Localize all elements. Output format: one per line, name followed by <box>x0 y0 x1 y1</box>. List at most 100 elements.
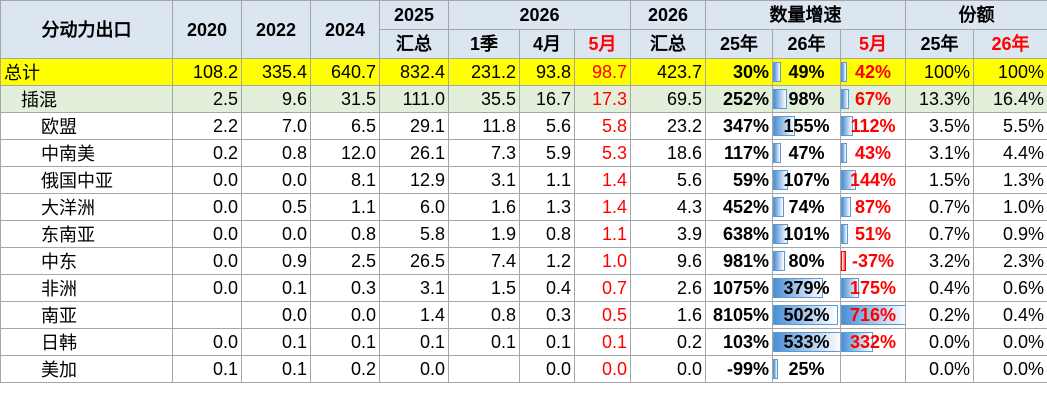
bar-cell: 379% <box>773 276 840 300</box>
bar-cell: 25% <box>773 357 840 381</box>
cell-text: 107% <box>783 170 830 190</box>
cell-text: 25% <box>788 359 825 379</box>
body: 总计 108.2 335.4 640.7 832.4 231.2 93.8 98.7 423.7… <box>0 58 1047 383</box>
cell: 31.5 <box>310 85 380 113</box>
cell: 1.6 <box>448 193 520 221</box>
cell: 8105% <box>705 301 774 329</box>
row-label: 总计 <box>0 58 173 86</box>
cell-text: 379% <box>783 278 830 298</box>
cell: 0.1 <box>241 355 311 383</box>
cell: 0.7% <box>905 193 975 221</box>
cell: 6.5 <box>310 112 380 140</box>
cell: 1.6 <box>630 301 707 329</box>
cell: 452% <box>705 193 774 221</box>
cell: 0.1 <box>172 355 242 383</box>
bar-cell: 51% <box>841 222 905 246</box>
cell-text: 49% <box>788 62 825 82</box>
cell: 155% <box>772 112 842 140</box>
cell: 100% <box>973 58 1047 86</box>
cell: 0.0 <box>241 166 311 194</box>
cell: 379% <box>772 274 842 302</box>
data-bar <box>773 278 823 298</box>
cell: 1.0% <box>973 193 1047 221</box>
row-label: 南亚 <box>0 301 173 329</box>
data-bar <box>773 332 840 352</box>
cell: 0.0 <box>630 355 707 383</box>
cell-text: -37% <box>852 251 895 271</box>
cell: 0.9% <box>973 220 1047 248</box>
cell: 100% <box>905 58 975 86</box>
cell: 0.8 <box>519 220 575 248</box>
bar-cell: -37% <box>841 249 905 273</box>
cell: 640.7 <box>310 58 380 86</box>
row: 南亚 0.0 0.0 1.4 0.8 0.3 0.5 1.6 8105% 502% 716% 0.2%… <box>0 301 1047 329</box>
sub: 1季 <box>448 29 520 59</box>
cell: 25% <box>772 355 842 383</box>
cell: 1075% <box>705 274 774 302</box>
cell: 0.0 <box>241 220 311 248</box>
cell: 2.2 <box>172 112 242 140</box>
cell: 2.6 <box>630 274 707 302</box>
cell: 9.6 <box>241 85 311 113</box>
data-bar <box>841 197 851 217</box>
row: 东南亚 0.0 0.0 0.8 5.8 1.9 0.8 1.1 3.9 638% 101% 51% 0.… <box>0 220 1047 248</box>
cell: 16.7 <box>519 85 575 113</box>
row-label: 俄国中亚 <box>0 166 173 194</box>
cell: 111.0 <box>379 85 449 113</box>
year: 2025 <box>379 0 449 30</box>
data-bar <box>773 116 795 136</box>
cell: 0.4 <box>519 274 575 302</box>
cell: 1.1 <box>573 220 632 248</box>
row-label: 美加 <box>0 355 173 383</box>
row-label: 非洲 <box>0 274 173 302</box>
row-label: 中东 <box>0 247 173 275</box>
bar-cell: 101% <box>773 222 840 246</box>
row: 俄国中亚 0.0 0.0 8.1 12.9 3.1 1.1 1.4 5.6 59% 107% 144%… <box>0 166 1047 194</box>
cell-text: 175% <box>850 278 897 298</box>
cell: 4.4% <box>973 139 1047 167</box>
row-label: 东南亚 <box>0 220 173 248</box>
cell: 43% <box>840 139 907 167</box>
cell: 0.0 <box>172 274 242 302</box>
cell: 1.0 <box>573 247 632 275</box>
cell: 98% <box>772 85 842 113</box>
cell: 8.1 <box>310 166 380 194</box>
cell: 0.6% <box>973 274 1047 302</box>
bar-cell: 175% <box>841 276 905 300</box>
cell-text: 533% <box>783 332 830 352</box>
year: 2020 <box>172 0 242 59</box>
header: 分动力出口 2020 2022 2024 2025 2026 2026 数量增速… <box>0 0 1047 59</box>
cell: 3.9 <box>630 220 707 248</box>
data-bar <box>841 251 847 271</box>
cell: 0.5 <box>241 193 311 221</box>
cell: 117% <box>705 139 774 167</box>
cell: 1.4 <box>379 301 449 329</box>
cell: 0.0% <box>905 355 975 383</box>
cell: 1.5% <box>905 166 975 194</box>
bar-cell: 98% <box>773 87 840 111</box>
cell: 0.8 <box>241 139 311 167</box>
data-bar <box>841 143 847 163</box>
row: 美加 0.1 0.1 0.2 0.0 0.0 0.0 0.0 -99% 25% 0.0% 0.0% <box>0 355 1047 383</box>
cell: 0.8 <box>448 301 520 329</box>
cell: 0.8 <box>310 220 380 248</box>
cell: 175% <box>840 274 907 302</box>
cell: 0.9 <box>241 247 311 275</box>
cell: 0.2% <box>905 301 975 329</box>
cell: 18.6 <box>630 139 707 167</box>
sub: 4月 <box>519 29 575 59</box>
cell: 112% <box>840 112 907 140</box>
cell: 0.0 <box>172 166 242 194</box>
cell: 1.5 <box>448 274 520 302</box>
cell-text: 716% <box>850 305 897 325</box>
cell: 0.1 <box>379 328 449 356</box>
data-bar <box>841 332 873 352</box>
cell: 3.1 <box>448 166 520 194</box>
cell: 423.7 <box>630 58 707 86</box>
cell <box>448 355 520 383</box>
cell: 832.4 <box>379 58 449 86</box>
cell: 101% <box>772 220 842 248</box>
cell: 35.5 <box>448 85 520 113</box>
cell-text: 101% <box>783 224 830 244</box>
cell-text: 98% <box>788 89 825 109</box>
